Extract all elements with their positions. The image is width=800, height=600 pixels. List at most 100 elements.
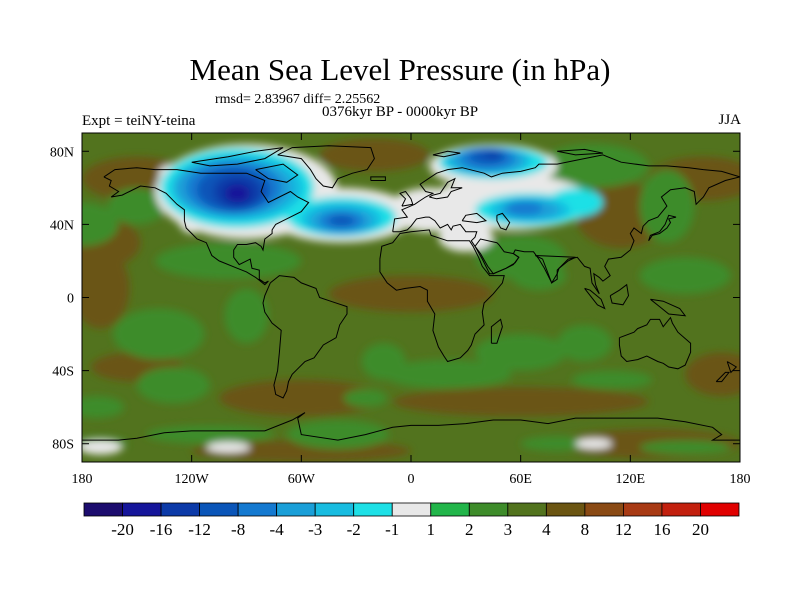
field-contour-29 xyxy=(511,260,567,291)
field-contour-24 xyxy=(383,359,512,389)
period-subtitle: 0376kyr BP - 0000kyr BP xyxy=(322,104,479,120)
colorbar-swatch xyxy=(353,502,393,517)
field-contour-9 xyxy=(392,387,649,417)
chart-title: Mean Sea Level Pressure (in hPa) xyxy=(189,52,611,87)
new-guinea-coast xyxy=(650,298,687,317)
colorbar-label: 1 xyxy=(427,520,436,539)
new-zealand-north-coast xyxy=(726,361,738,374)
north-america-coast xyxy=(103,167,310,286)
africa-coast xyxy=(379,229,505,363)
season-label: JJA xyxy=(718,112,741,128)
field-contour-17 xyxy=(113,308,205,360)
rmsd-diff-stats: rmsd= 2.83967 diff= 2.25562 xyxy=(215,92,381,107)
x-tick-label: 0 xyxy=(408,472,415,487)
madagascar-coast xyxy=(490,318,503,344)
colorbar-label: 8 xyxy=(581,520,590,539)
baltic-coast xyxy=(429,177,463,200)
colorbar-label: 2 xyxy=(465,520,474,539)
field-contour-46 xyxy=(206,441,251,453)
colorbar-swatch xyxy=(661,502,701,517)
field-contour-18 xyxy=(136,366,210,404)
south-america-coast xyxy=(262,275,348,399)
field-contour-15 xyxy=(155,242,302,280)
colorbar-swatch xyxy=(507,502,547,517)
field-contour-30 xyxy=(639,257,731,294)
colorbar-label: -12 xyxy=(188,520,211,539)
x-tick-label: 180 xyxy=(730,472,751,487)
field-contour-4 xyxy=(82,248,130,329)
field-contour-68 xyxy=(484,151,503,159)
field-contour-45 xyxy=(575,438,613,450)
colorbar-label: -8 xyxy=(231,520,245,539)
colorbar-swatch xyxy=(237,502,278,517)
eurasia-coast xyxy=(392,154,740,295)
y-tick-label: 80N xyxy=(50,145,74,160)
arctic-islands-coast xyxy=(557,148,603,156)
field-contour-34 xyxy=(520,436,594,452)
field-contour-1 xyxy=(319,138,430,172)
field-contour-63 xyxy=(506,200,543,216)
field-contour-14 xyxy=(82,202,119,247)
field-contour-27 xyxy=(557,324,613,362)
field-contour-26 xyxy=(571,370,653,389)
baffin-coast xyxy=(255,163,299,183)
field-contour-8 xyxy=(219,379,384,417)
field-contour-10 xyxy=(685,352,740,397)
y-tick-label: 0 xyxy=(67,292,74,307)
caspian-coast xyxy=(496,212,511,231)
map-field xyxy=(82,133,740,462)
colorbar-swatch xyxy=(314,502,355,517)
field-contour-21 xyxy=(286,419,390,450)
field-contour-16 xyxy=(224,288,269,344)
antarctica-coast xyxy=(82,412,740,441)
colorbar-swatch xyxy=(276,502,316,517)
colorbar-label: 20 xyxy=(692,520,709,539)
colorbar-swatch xyxy=(122,502,162,517)
colorbar-label: 3 xyxy=(504,520,513,539)
colorbar-swatch xyxy=(700,502,740,517)
arabia-coast xyxy=(474,238,520,275)
colorbar-label: 4 xyxy=(542,520,551,539)
field-contour-65 xyxy=(328,215,355,227)
iceland-coast xyxy=(370,176,386,181)
colorbar-label: -3 xyxy=(308,520,322,539)
colorbar-swatch xyxy=(545,502,586,517)
field-contour-22 xyxy=(343,388,388,408)
y-tick-label: 40N xyxy=(50,218,74,233)
india-coast xyxy=(535,255,576,285)
colorbar-swatch xyxy=(584,502,624,517)
field-contour-35 xyxy=(639,440,731,455)
experiment-label: Expt = teiNY-teina xyxy=(82,113,196,129)
field-contour-44 xyxy=(82,440,123,455)
y-tick-label: 80S xyxy=(52,438,74,453)
colorbar-label: 16 xyxy=(653,520,670,539)
colorbar-swatch xyxy=(199,502,239,517)
sumatra-coast xyxy=(584,287,606,310)
field-contour-32 xyxy=(538,143,649,188)
field-contour-41 xyxy=(438,222,494,252)
new-zealand-coast xyxy=(715,371,731,383)
colorbar-swatch xyxy=(83,502,123,517)
britain-coast xyxy=(399,190,414,207)
colorbar-label: -16 xyxy=(150,520,173,539)
field-contour-20 xyxy=(145,425,274,444)
field-contour-6 xyxy=(328,275,494,313)
australia-coast xyxy=(618,316,692,370)
colorbar-label: 12 xyxy=(615,520,632,539)
japan-coast xyxy=(648,214,677,242)
colorbar-swatch xyxy=(430,502,470,517)
y-tick-label: 40S xyxy=(52,365,74,380)
x-tick-label: 60W xyxy=(288,472,316,487)
colorbar-swatch xyxy=(160,502,200,517)
field-contour-13 xyxy=(107,187,167,225)
colorbar-swatch xyxy=(468,502,509,517)
field-contour-19 xyxy=(82,396,125,419)
field-contour-25 xyxy=(474,334,567,371)
colorbar-label: -2 xyxy=(347,520,361,539)
greenland-coast xyxy=(277,145,375,189)
black-caspian-coast xyxy=(461,212,488,224)
colorbar-label: -1 xyxy=(385,520,399,539)
colorbar-swatch xyxy=(623,502,663,517)
borneo-coast xyxy=(609,283,630,306)
